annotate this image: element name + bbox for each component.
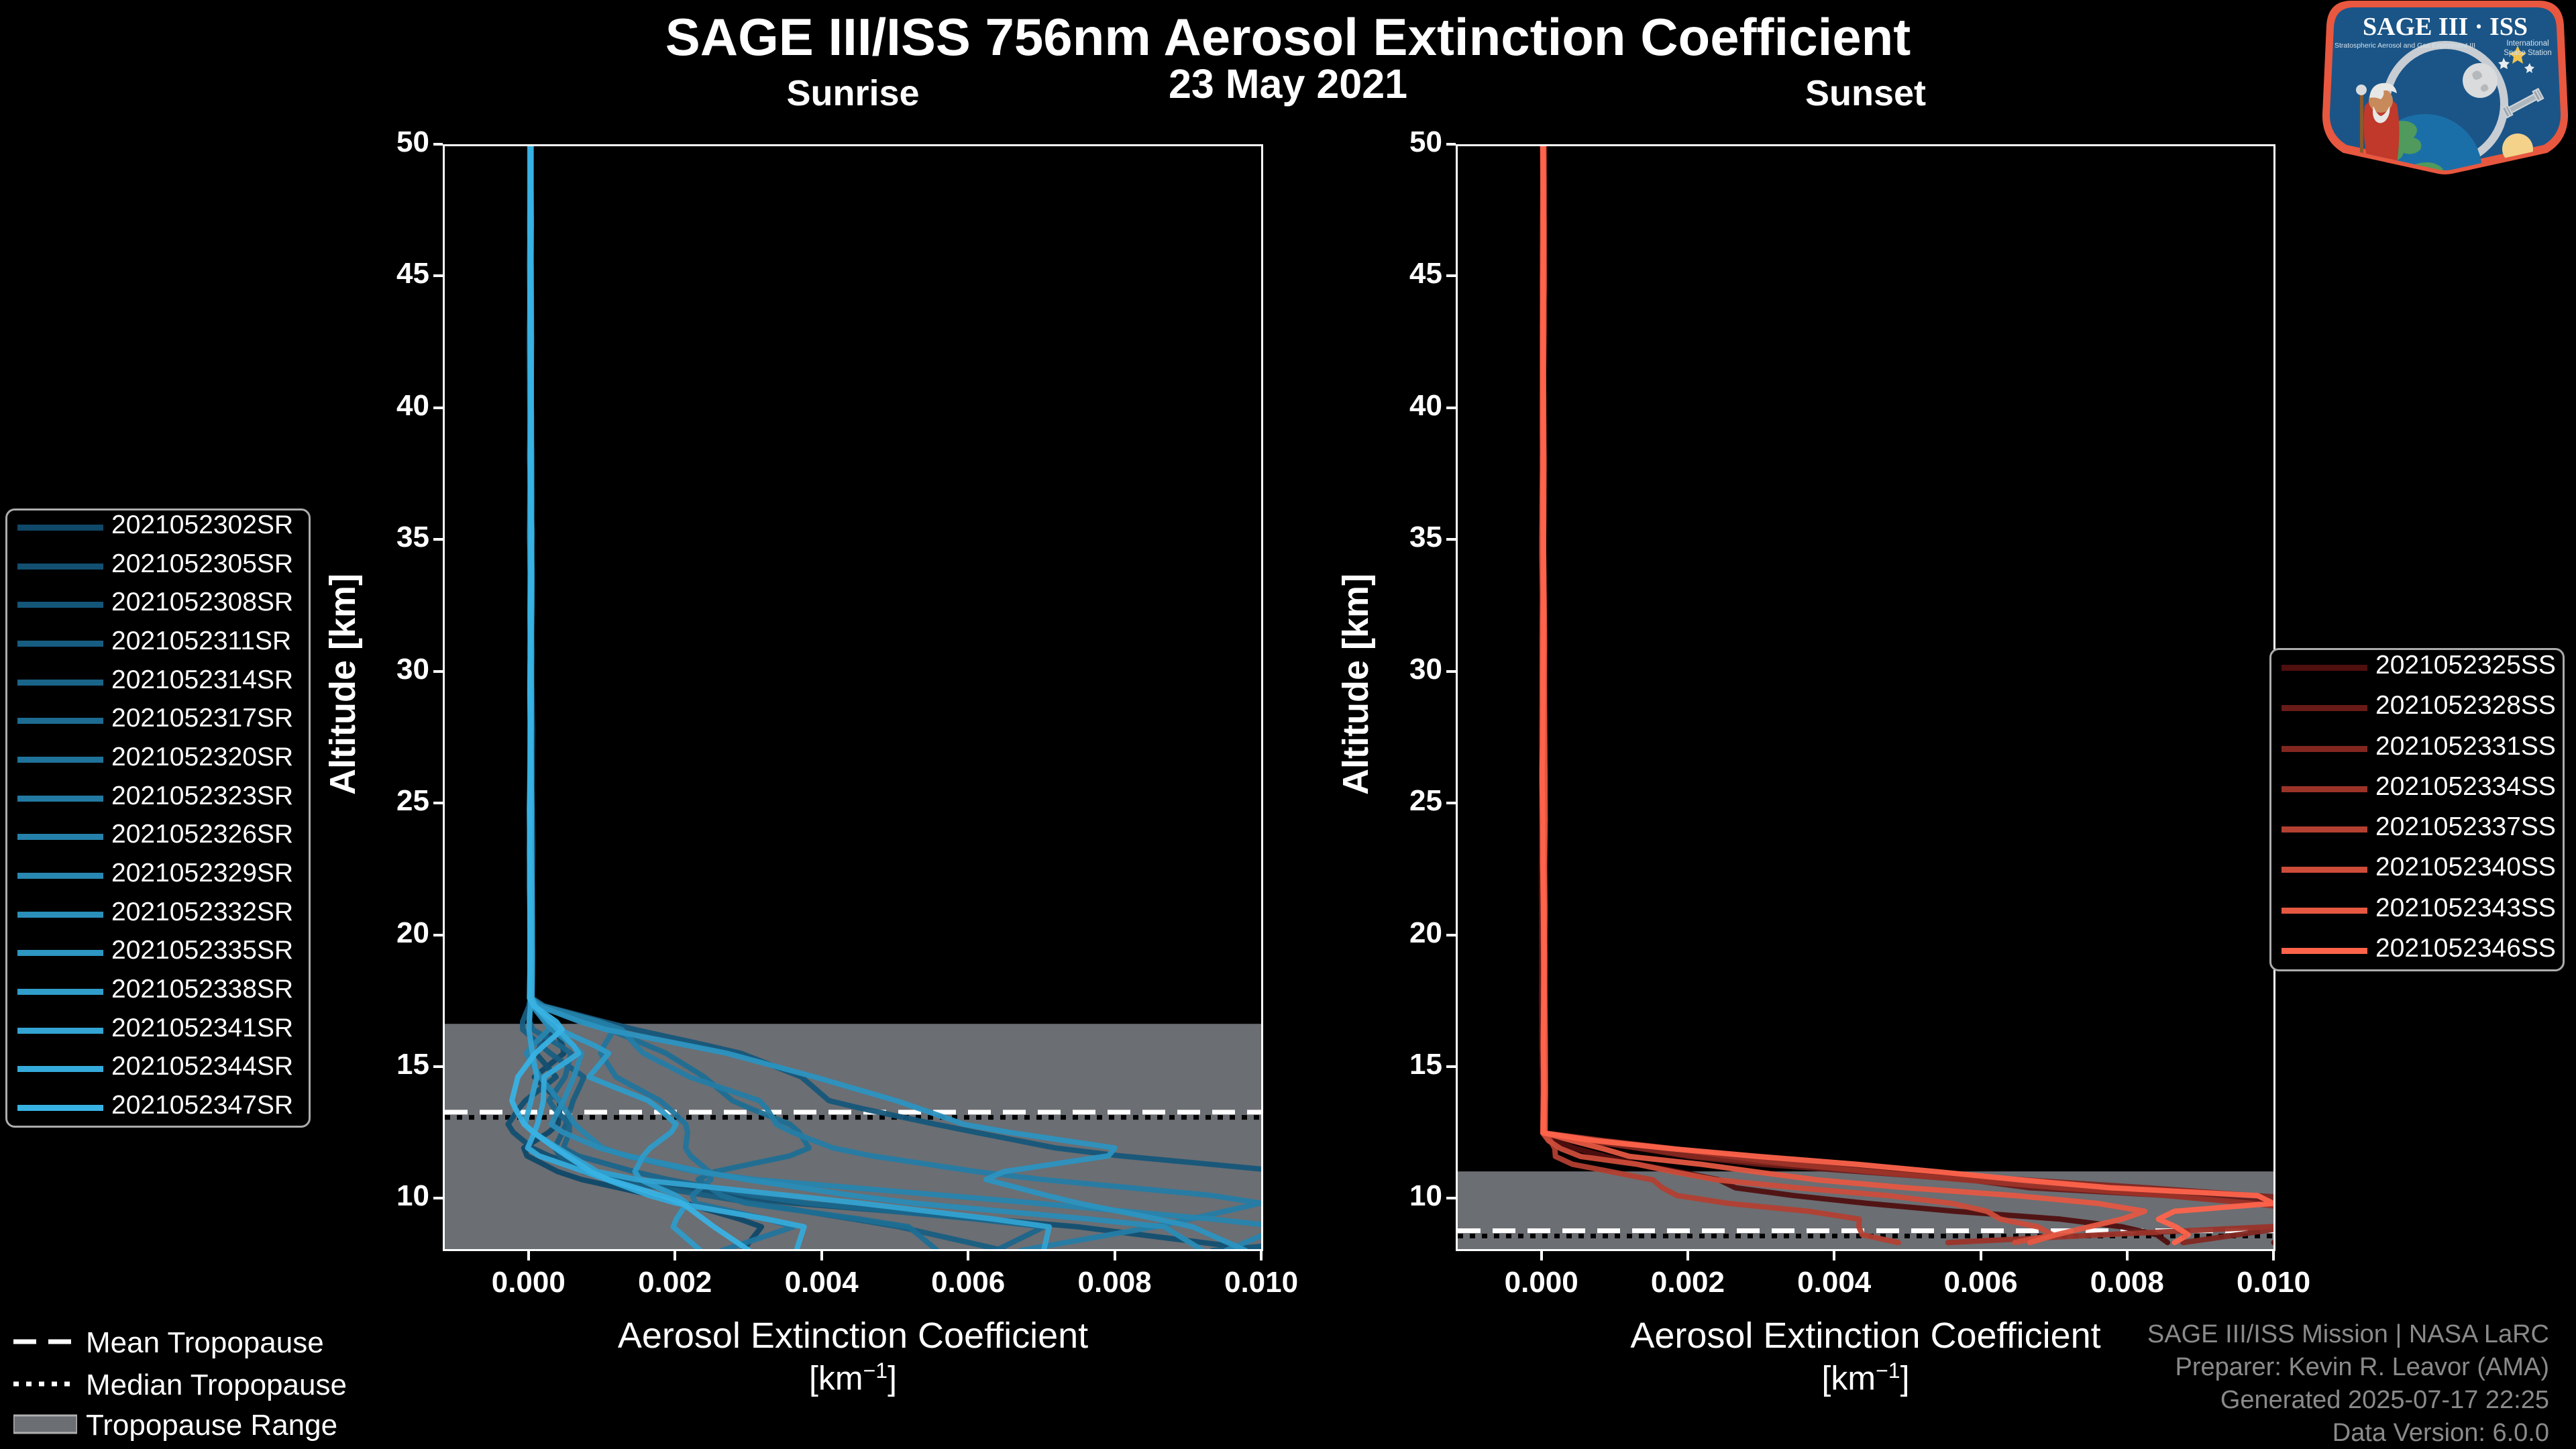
svg-text:Stratospheric Aerosol and Gas: Stratospheric Aerosol and Gas Experiment…	[2334, 42, 2475, 50]
svg-text:Space Station: Space Station	[2504, 49, 2552, 57]
svg-text:SAGE III · ISS: SAGE III · ISS	[2363, 13, 2528, 41]
svg-text:International: International	[2506, 40, 2548, 48]
